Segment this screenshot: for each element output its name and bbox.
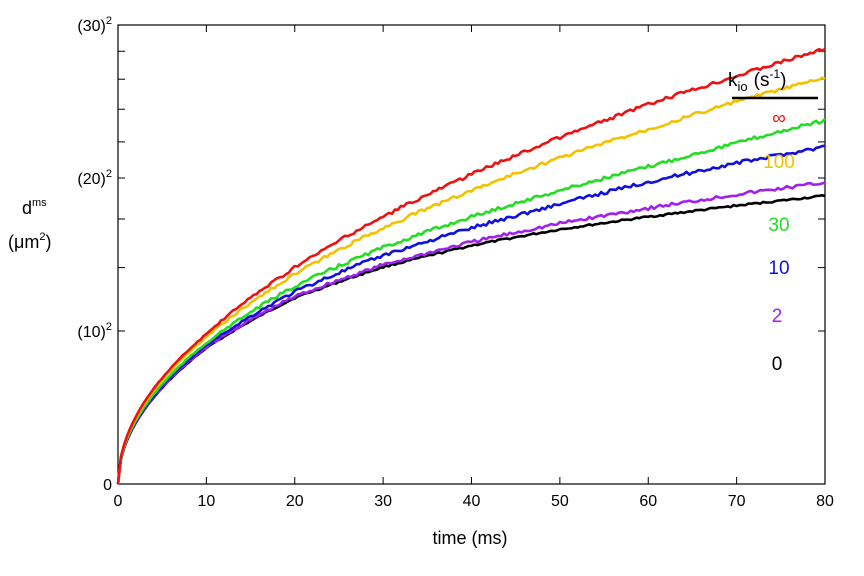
x-tick-label: 80 bbox=[816, 493, 834, 510]
series-line-inf bbox=[116, 47, 826, 485]
y-axis-title: dms (μm2) bbox=[8, 197, 52, 252]
svg-text:kio(s-1): kio (s-1) bbox=[728, 67, 786, 94]
x-tick-label: 10 bbox=[197, 493, 215, 510]
legend-label-inf: ∞ bbox=[772, 108, 786, 129]
svg-text:(μm2): (μm2) bbox=[8, 231, 52, 252]
y-axis-unit-open: ( bbox=[8, 232, 14, 252]
legend: kio (s-1) ∞ 100 30 10 2 0 bbox=[728, 67, 818, 375]
series-line-2 bbox=[116, 181, 826, 485]
x-axis-title: time (ms) bbox=[433, 528, 508, 548]
x-tick-label: 50 bbox=[551, 493, 569, 510]
plot-area-border bbox=[117, 24, 826, 485]
y-tick-label: 0 bbox=[103, 477, 112, 494]
legend-title-sub: io bbox=[738, 79, 748, 94]
x-tick-label: 40 bbox=[463, 493, 481, 510]
y-axis-unit-sup: 2 bbox=[39, 231, 45, 243]
legend-label-30: 30 bbox=[768, 215, 789, 236]
legend-title-unit-sup: -1 bbox=[769, 67, 780, 81]
svg-text:dms: dms bbox=[22, 197, 47, 218]
legend-label-100: 100 bbox=[763, 152, 795, 173]
x-tick-label: 60 bbox=[639, 493, 657, 510]
x-tick-label: 0 bbox=[114, 493, 123, 510]
legend-label-10: 10 bbox=[768, 258, 789, 279]
series-line-30 bbox=[116, 117, 826, 485]
y-axis-ticks: 0 (10)2 (20)2 (30)2 bbox=[77, 15, 825, 494]
y-tick-label: (10)2 bbox=[77, 321, 112, 341]
y-axis-title-sup: ms bbox=[32, 197, 47, 209]
x-tick-label: 30 bbox=[374, 493, 392, 510]
series-lines bbox=[116, 47, 826, 485]
legend-title-unit-close: ) bbox=[780, 70, 786, 91]
y-axis-unit-mu: μm bbox=[14, 232, 39, 252]
y-tick-label: (20)2 bbox=[77, 168, 112, 188]
series-line-100 bbox=[116, 76, 826, 485]
series-line-10 bbox=[116, 144, 826, 485]
y-axis-title-main: d bbox=[22, 198, 32, 218]
x-tick-label: 20 bbox=[286, 493, 304, 510]
legend-entries: ∞ 100 30 10 2 0 bbox=[763, 108, 795, 375]
y-axis-unit-close: ) bbox=[46, 232, 52, 252]
x-tick-label: 70 bbox=[728, 493, 746, 510]
legend-title-unit-open: (s bbox=[754, 70, 770, 91]
x-axis-ticks: 0 10 20 30 40 50 60 70 80 bbox=[114, 25, 834, 510]
legend-label-2: 2 bbox=[772, 306, 783, 327]
series-line-0 bbox=[116, 194, 826, 485]
legend-title-main: k bbox=[728, 70, 738, 91]
legend-label-0: 0 bbox=[772, 354, 783, 375]
plot-frame bbox=[117, 24, 826, 485]
y-tick-label: (30)2 bbox=[77, 15, 112, 35]
